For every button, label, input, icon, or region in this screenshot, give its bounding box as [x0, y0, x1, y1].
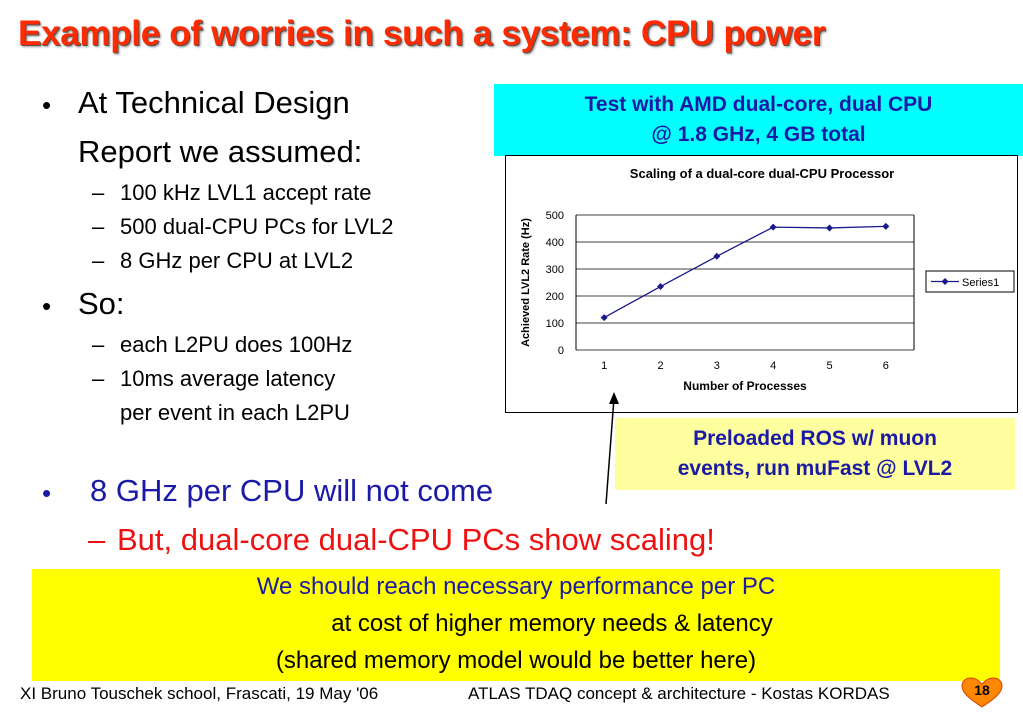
preload-line2: events, run muFast @ LVL2 — [677, 457, 953, 480]
chart-title: Scaling of a dual-core dual-CPU Processo… — [630, 166, 894, 181]
data-point — [657, 283, 664, 291]
pointer-arrow-head — [609, 392, 619, 404]
conclusion-box: We should reach necessary performance pe… — [32, 569, 1000, 681]
bullet-dot: • — [42, 291, 52, 321]
footer-center: ATLAS TDAQ concept & architecture - Kost… — [468, 684, 890, 703]
bullet-so: So: — [78, 286, 125, 321]
chart-frame: Scaling of a dual-core dual-CPU Processo… — [505, 155, 1018, 413]
bullet-tdr-line2: Report we assumed: — [78, 134, 363, 169]
x-tick-label: 3 — [714, 360, 720, 372]
sub-bullet: 500 dual-CPU PCs for LVL2 — [120, 214, 394, 239]
bullet-dot: • — [42, 90, 52, 120]
x-tick-label: 2 — [657, 360, 663, 372]
scaling-chart: Scaling of a dual-core dual-CPU Processo… — [520, 166, 1015, 393]
page-number-badge: 18 — [960, 677, 1004, 708]
y-tick-label: 300 — [546, 264, 564, 276]
y-tick-label: 200 — [546, 291, 564, 303]
y-axis-label: Achieved LVL2 Rate (Hz) — [520, 218, 532, 347]
bullet-but: But, dual-core dual-CPU PCs show scaling… — [117, 522, 715, 557]
data-point — [600, 314, 608, 322]
series-line — [603, 225, 886, 319]
legend-box — [925, 270, 1015, 293]
test-setup-line1: Test with AMD dual-core, dual CPU — [584, 93, 933, 116]
data-point — [882, 222, 890, 230]
sub-bullet-cont: per event in each L2PU — [120, 400, 350, 425]
heart-icon — [961, 677, 1003, 708]
y-tick-label: 400 — [546, 237, 564, 249]
preload-line1: Preloaded ROS w/ muon — [693, 427, 937, 450]
data-point — [769, 223, 777, 231]
test-setup-box: Test with AMD dual-core, dual CPU @ 1.8 … — [494, 84, 1023, 156]
data-point — [713, 252, 721, 260]
dash: – — [88, 522, 106, 557]
dash: – — [92, 366, 105, 391]
dash: – — [92, 180, 105, 205]
sub-bullet: 100 kHz LVL1 accept rate — [120, 180, 372, 205]
conclusion-line3: (shared memory model would be better her… — [275, 647, 757, 674]
data-point — [826, 224, 833, 232]
footer-left: XI Bruno Touschek school, Frascati, 19 M… — [20, 684, 379, 703]
sub-bullet: each L2PU does 100Hz — [120, 332, 353, 357]
bullet-tdr-line1: At Technical Design — [78, 85, 350, 120]
legend-label: Series1 — [962, 277, 999, 289]
test-setup-line2: @ 1.8 GHz, 4 GB total — [651, 123, 866, 146]
sub-bullet: 10ms average latency — [120, 366, 336, 391]
slide-title: Example of worries in such a system: CPU… — [18, 14, 826, 53]
x-axis-label: Number of Processes — [683, 379, 807, 393]
bullet-dot: • — [42, 478, 52, 508]
conclusion-line2: at cost of higher memory needs & latency — [331, 610, 773, 637]
dash: – — [92, 332, 105, 357]
x-tick-label: 5 — [826, 360, 832, 372]
x-tick-label: 4 — [770, 360, 776, 372]
x-tick-label: 1 — [601, 360, 607, 372]
dash: – — [92, 248, 105, 273]
y-tick-label: 500 — [546, 210, 564, 222]
page-number: 18 — [974, 682, 990, 698]
dash: – — [92, 214, 105, 239]
legend-marker — [941, 278, 949, 285]
y-tick-label: 0 — [558, 345, 564, 357]
pointer-arrow-line — [605, 397, 615, 505]
sub-bullet: 8 GHz per CPU at LVL2 — [120, 248, 354, 273]
preload-box: Preloaded ROS w/ muon events, run muFast… — [615, 418, 1015, 490]
y-tick-label: 100 — [546, 318, 564, 330]
x-tick-label: 6 — [883, 360, 889, 372]
conclusion-line1: We should reach necessary performance pe… — [256, 573, 776, 600]
bullet-ghz: 8 GHz per CPU will not come — [90, 473, 494, 508]
